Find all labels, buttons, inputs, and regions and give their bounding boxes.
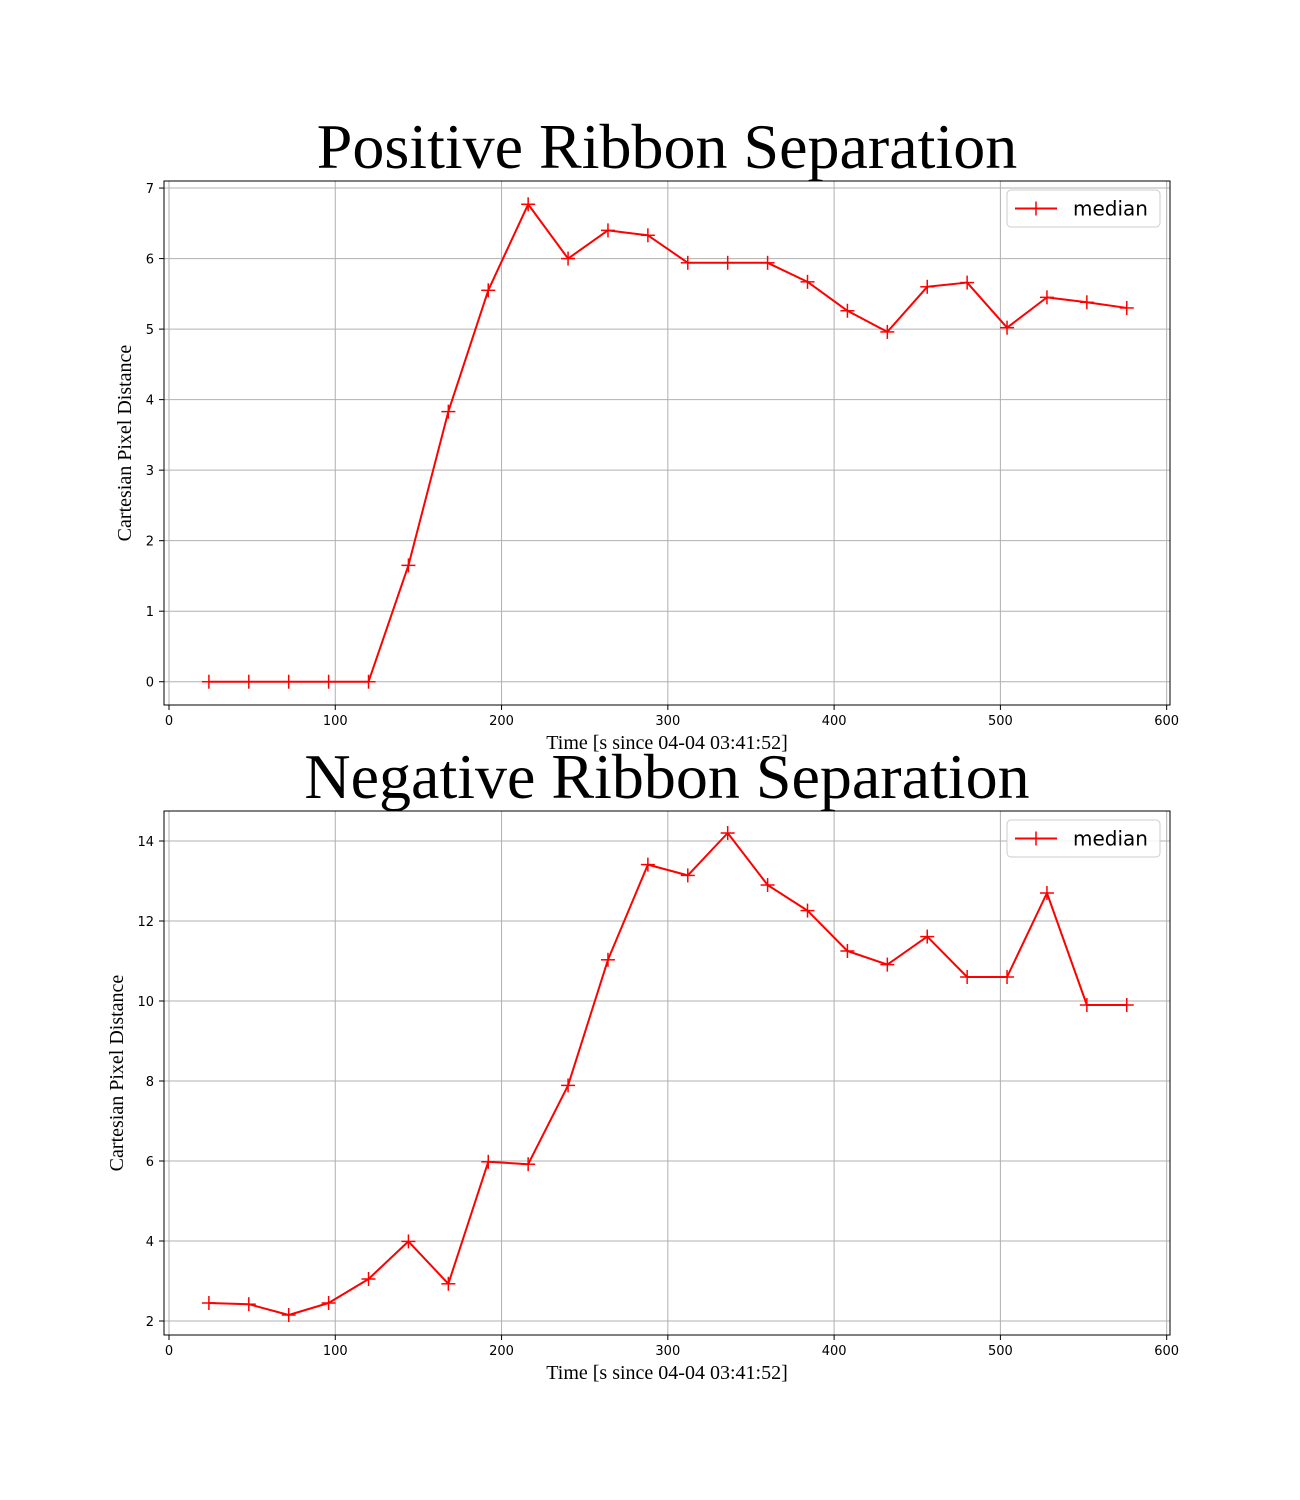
data-point-marker bbox=[1039, 886, 1054, 900]
legend-label: median bbox=[1073, 197, 1148, 221]
x-tick-label: 100 bbox=[323, 714, 348, 729]
data-point-marker bbox=[600, 952, 615, 967]
data-point-marker bbox=[201, 1296, 216, 1310]
data-point-marker bbox=[720, 255, 735, 270]
legend-label: median bbox=[1073, 827, 1148, 851]
data-point-marker bbox=[1039, 290, 1054, 305]
legend-box bbox=[1006, 189, 1161, 228]
x-tick-label: 0 bbox=[165, 1344, 173, 1359]
data-point-marker bbox=[920, 279, 935, 294]
y-tick-label: 10 bbox=[137, 995, 154, 1010]
data-point-marker bbox=[321, 674, 336, 689]
x-tick-label: 500 bbox=[988, 1344, 1013, 1359]
x-tick-label: 200 bbox=[489, 714, 514, 729]
y-tick-label: 1 bbox=[146, 605, 154, 620]
negative-ribbon-chart: Negative Ribbon Separation 0 100 200 300 400 5… bbox=[106, 741, 1179, 1384]
data-point-marker bbox=[521, 197, 536, 212]
data-point-marker bbox=[1079, 998, 1094, 1012]
data-point-marker bbox=[640, 228, 655, 243]
data-point-marker bbox=[481, 283, 496, 298]
positive-x-axis-label: Time [s since 04-04 03:41:52] bbox=[546, 732, 787, 754]
x-tick-label: 300 bbox=[655, 714, 680, 729]
data-point-marker bbox=[720, 826, 735, 840]
data-point-marker bbox=[321, 1296, 336, 1310]
data-point-marker bbox=[361, 674, 376, 689]
positive-chart-title: Positive Ribbon Separation bbox=[317, 111, 1017, 182]
negative-legend: median bbox=[1006, 819, 1161, 858]
y-tick-label: 14 bbox=[137, 835, 154, 850]
data-point-marker bbox=[880, 324, 895, 339]
data-point-marker bbox=[960, 970, 975, 984]
x-tick-label: 100 bbox=[323, 1344, 348, 1359]
data-point-marker bbox=[241, 674, 256, 689]
data-point-marker bbox=[680, 255, 695, 270]
y-tick-label: 6 bbox=[146, 253, 154, 268]
data-point-marker bbox=[401, 558, 416, 573]
negative-chart-title: Negative Ribbon Separation bbox=[304, 741, 1029, 812]
data-point-marker bbox=[640, 857, 655, 872]
data-point-marker bbox=[960, 275, 975, 290]
data-point-marker bbox=[680, 868, 695, 883]
data-point-marker bbox=[1079, 295, 1094, 310]
x-tick-label: 0 bbox=[165, 714, 173, 729]
x-tick-label: 300 bbox=[655, 1344, 680, 1359]
data-point-marker bbox=[521, 1157, 536, 1172]
y-tick-label: 8 bbox=[146, 1075, 154, 1090]
data-point-marker bbox=[600, 223, 615, 238]
data-point-marker bbox=[1000, 970, 1015, 984]
data-point-marker bbox=[1000, 320, 1015, 335]
legend-box bbox=[1006, 819, 1161, 858]
data-point-marker bbox=[760, 878, 775, 892]
data-point-marker bbox=[760, 255, 775, 270]
data-point-marker bbox=[1119, 998, 1134, 1012]
y-tick-label: 0 bbox=[146, 676, 154, 691]
x-tick-label: 600 bbox=[1154, 714, 1179, 729]
x-tick-label: 400 bbox=[822, 1344, 847, 1359]
data-point-marker bbox=[361, 1272, 376, 1286]
negative-x-axis-label: Time [s since 04-04 03:41:52] bbox=[546, 1362, 787, 1384]
plot-frame bbox=[163, 180, 1171, 706]
data-point-marker bbox=[840, 944, 855, 958]
data-point-marker bbox=[800, 903, 815, 918]
data-point-marker bbox=[281, 1308, 296, 1322]
y-tick-label: 12 bbox=[137, 915, 154, 930]
y-tick-label: 4 bbox=[146, 1235, 154, 1250]
data-point-marker bbox=[401, 1234, 416, 1249]
data-point-marker bbox=[441, 1276, 456, 1291]
plot-frame bbox=[163, 810, 1171, 1336]
y-tick-label: 2 bbox=[146, 535, 154, 550]
x-tick-label: 200 bbox=[489, 1344, 514, 1359]
data-point-marker bbox=[441, 404, 456, 419]
data-point-marker bbox=[281, 674, 296, 689]
data-point-marker bbox=[561, 251, 576, 266]
data-point-marker bbox=[920, 929, 935, 944]
data-point-marker bbox=[840, 303, 855, 318]
data-point-marker bbox=[1119, 300, 1134, 315]
positive-ribbon-chart: Positive Ribbon Separation 0 100 200 300 400 5… bbox=[114, 111, 1179, 754]
y-tick-label: 2 bbox=[146, 1315, 154, 1330]
data-point-marker bbox=[481, 1154, 496, 1169]
data-point-marker bbox=[800, 274, 815, 289]
negative-y-axis-label: Cartesian Pixel Distance bbox=[106, 975, 128, 1172]
y-tick-label: 6 bbox=[146, 1155, 154, 1170]
y-tick-label: 3 bbox=[146, 464, 154, 479]
x-tick-label: 400 bbox=[822, 714, 847, 729]
y-tick-label: 7 bbox=[146, 182, 154, 197]
x-tick-label: 600 bbox=[1154, 1344, 1179, 1359]
y-tick-label: 4 bbox=[146, 394, 154, 409]
y-tick-label: 5 bbox=[146, 323, 154, 338]
positive-y-axis-label: Cartesian Pixel Distance bbox=[114, 345, 136, 542]
positive-legend: median bbox=[1006, 189, 1161, 228]
data-point-marker bbox=[880, 957, 895, 972]
data-point-marker bbox=[201, 674, 216, 689]
data-point-marker bbox=[241, 1297, 256, 1312]
x-tick-label: 500 bbox=[988, 714, 1013, 729]
data-point-marker bbox=[561, 1078, 576, 1093]
